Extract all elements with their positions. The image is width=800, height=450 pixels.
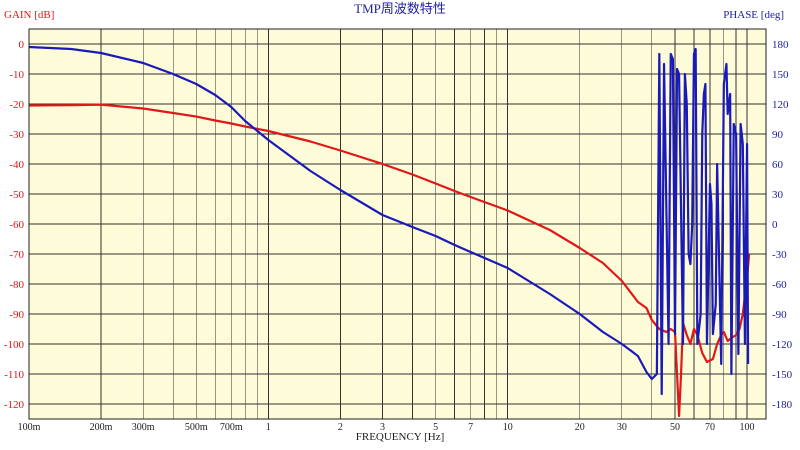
frequency-tick-label: 500m [185, 422, 208, 433]
phase-tick-label: 180 [772, 39, 789, 51]
gain-tick-label: -20 [9, 99, 24, 111]
frequency-tick-label: 1 [266, 422, 271, 433]
gain-tick-label: -70 [9, 249, 24, 261]
gain-tick-label: -110 [4, 369, 24, 381]
phase-axis-label: PHASE [deg] [723, 9, 784, 21]
x-axis-label: FREQUENCY [Hz] [355, 431, 445, 443]
gain-tick-label: -120 [4, 399, 25, 411]
gain-tick-label: -40 [9, 159, 24, 171]
phase-tick-label: 0 [772, 219, 778, 231]
gain-tick-label: -10 [9, 69, 24, 81]
frequency-tick-label: 10 [503, 422, 513, 433]
phase-tick-label: 150 [772, 69, 789, 81]
gain-tick-label: -80 [9, 279, 24, 291]
gain-tick-label: -60 [9, 219, 24, 231]
axis-labels: 0 -10 -20 -30 -40 -50 -60 -70 -80 -90 -100 -110 -120… [4, 39, 793, 433]
gain-tick-label: -100 [4, 339, 25, 351]
frequency-tick-label: 30 [617, 422, 627, 433]
phase-tick-label: -30 [772, 249, 787, 261]
frequency-tick-label: 200m [90, 422, 113, 433]
phase-series-line [28, 45, 750, 396]
phase-tick-label: -120 [772, 339, 793, 351]
series-layer [28, 45, 751, 418]
frequency-tick-label: 100m [18, 422, 41, 433]
frequency-tick-label: 70 [705, 422, 715, 433]
phase-tick-label: -60 [772, 279, 787, 291]
phase-tick-label: 120 [772, 99, 789, 111]
plot-frame [28, 28, 767, 420]
gain-tick-label: -50 [9, 189, 24, 201]
frequency-tick-label: 7 [468, 422, 473, 433]
chart-title: TMP周波数特性 [354, 1, 446, 16]
frequency-tick-label: 2 [338, 422, 343, 433]
phase-tick-label: -150 [772, 369, 793, 381]
phase-tick-label: 60 [772, 159, 784, 171]
phase-tick-label: -180 [772, 399, 793, 411]
frequency-tick-label: 3 [380, 422, 385, 433]
gain-tick-label: -90 [9, 309, 24, 321]
frequency-tick-label: 100 [740, 422, 755, 433]
frequency-tick-label: 50 [670, 422, 680, 433]
phase-tick-label: -90 [772, 309, 787, 321]
gain-tick-label: 0 [19, 39, 25, 51]
frequency-tick-label: 20 [575, 422, 585, 433]
grid-lines [28, 29, 766, 419]
frequency-tick-label: 300m [132, 422, 155, 433]
phase-tick-label: 30 [772, 189, 784, 201]
phase-tick-label: 90 [772, 129, 784, 141]
frequency-tick-label: 700m [220, 422, 243, 433]
gain-tick-label: -30 [9, 129, 24, 141]
frequency-tick-label: 5 [433, 422, 438, 433]
gain-axis-label: GAIN [dB] [4, 9, 55, 21]
